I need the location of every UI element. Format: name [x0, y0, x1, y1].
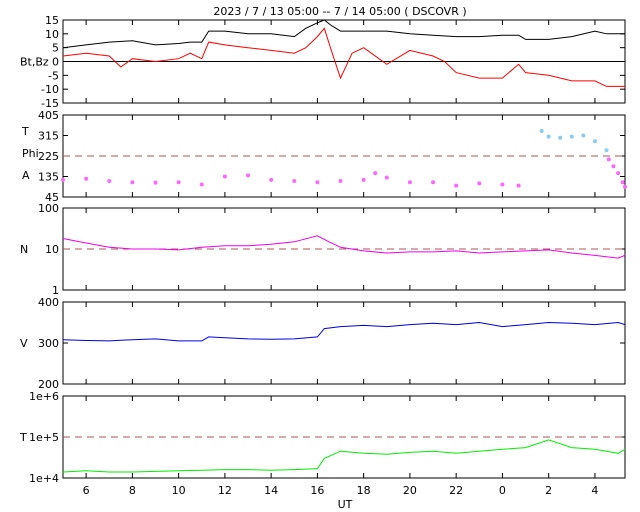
y-tick-label: 315: [38, 130, 59, 143]
y-axis-label: Bt,Bz: [20, 56, 49, 69]
data-point-phi: [384, 175, 389, 180]
series-line-temp: [62, 439, 626, 473]
data-point-phi: [246, 173, 251, 178]
y-tick-label: 1e+4: [29, 472, 59, 485]
y-axis-label: T: [21, 125, 29, 138]
data-point-phi: [338, 179, 343, 184]
series-line-density: [62, 235, 626, 259]
data-point-theta: [604, 148, 609, 153]
x-tick-label: 2: [545, 484, 552, 497]
y-tick-label: 225: [38, 150, 59, 163]
chart-title: 2023 / 7 / 13 05:00 -- 7 / 14 05:00 ( DS…: [213, 5, 466, 18]
data-point-phi: [454, 183, 459, 188]
data-point-phi: [361, 177, 366, 182]
data-point-phi: [431, 180, 436, 185]
data-point-phi: [373, 171, 378, 176]
data-point-theta: [558, 135, 563, 140]
y-axis-label: N: [20, 243, 28, 256]
x-axis-label: UT: [338, 498, 353, 511]
data-point-theta: [569, 134, 574, 139]
x-tick-label: 20: [403, 484, 417, 497]
data-point-phi_tail: [623, 184, 627, 189]
x-tick-label: 22: [449, 484, 463, 497]
data-point-theta: [539, 128, 544, 133]
data-point-phi: [107, 179, 112, 184]
x-tick-label: 14: [264, 484, 278, 497]
y-tick-label: 10: [45, 243, 59, 256]
x-tick-label: 8: [129, 484, 136, 497]
x-tick-label: 4: [591, 484, 598, 497]
data-point-phi: [292, 179, 297, 184]
y-axis-label: Phi: [22, 147, 39, 160]
data-point-phi: [269, 177, 274, 182]
x-tick-label: 18: [357, 484, 371, 497]
data-point-phi: [477, 181, 482, 186]
series-line-bt: [62, 19, 625, 49]
data-point-phi: [61, 177, 65, 182]
data-point-phi: [222, 174, 227, 179]
y-tick-label: 200: [38, 378, 59, 391]
x-tick-label: 16: [310, 484, 324, 497]
data-point-theta: [592, 139, 597, 144]
data-point-phi_tail: [611, 164, 616, 169]
y-tick-label: 135: [38, 171, 59, 184]
x-tick-label: 6: [83, 484, 90, 497]
y-axis-label: A: [22, 169, 30, 182]
y-tick-label: 300: [38, 337, 59, 350]
data-point-phi: [199, 182, 204, 187]
y-tick-label: 1: [52, 284, 59, 297]
panels-group: 151050-5-10-15Bt,Bz40531522513545TPhiA10…: [19, 14, 627, 497]
panel-frame-speed: [62, 301, 626, 385]
y-tick-label: 405: [38, 109, 59, 122]
y-tick-label: 45: [45, 191, 59, 204]
data-point-phi: [84, 176, 89, 181]
y-axis-label: T: [19, 431, 27, 444]
x-tick-label: 0: [499, 484, 506, 497]
data-point-phi: [407, 180, 412, 185]
data-point-phi: [516, 183, 521, 188]
data-point-phi_tail: [616, 171, 621, 176]
y-tick-label: 1e+6: [29, 390, 59, 403]
data-point-phi: [315, 180, 320, 185]
y-axis-label: V: [20, 337, 28, 350]
data-point-theta: [581, 133, 586, 138]
y-tick-label: 5: [52, 42, 59, 55]
y-tick-label: 10: [45, 28, 59, 41]
data-point-phi: [130, 180, 135, 185]
y-tick-label: 100: [38, 202, 59, 215]
data-point-phi_tail: [606, 157, 611, 162]
y-tick-label: -10: [41, 83, 59, 96]
data-point-phi: [500, 182, 505, 187]
series-line-bz: [62, 27, 625, 87]
y-tick-label: 400: [38, 296, 59, 309]
y-tick-label: -15: [41, 97, 59, 110]
x-tick-label: 10: [172, 484, 186, 497]
data-point-phi: [153, 180, 158, 185]
data-point-phi: [176, 180, 181, 185]
series-line-speed: [62, 321, 626, 342]
x-tick-label: 12: [218, 484, 232, 497]
y-tick-label: -5: [48, 69, 59, 82]
data-point-phi_tail: [620, 180, 625, 185]
y-tick-label: 0: [52, 56, 59, 69]
y-tick-label: 15: [45, 14, 59, 27]
data-point-theta: [546, 134, 551, 139]
y-tick-label: 1e+5: [29, 431, 59, 444]
